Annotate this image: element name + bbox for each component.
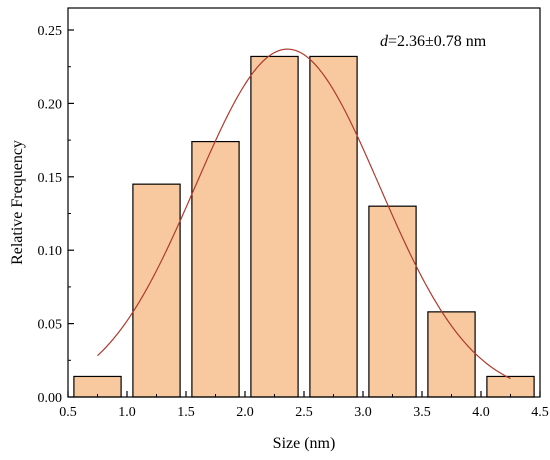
y-tick-label-5: 0.20 [38, 97, 63, 112]
gaussian-fit-curve [97, 48, 511, 380]
x-tick-label-7: 3.5 [413, 405, 431, 420]
histogram-bar-4 [250, 55, 299, 398]
histogram-bar-2 [132, 183, 181, 398]
histogram-bar-5 [309, 55, 358, 398]
y-axis-title: Relative Frequency [9, 140, 26, 265]
y-tick-label-3: 0.10 [38, 244, 63, 259]
histogram-bar-3 [191, 140, 240, 398]
x-tick-label-5: 2.5 [295, 405, 313, 420]
y-tick-label-6: 0.25 [38, 24, 63, 39]
x-tick-label-6: 3.0 [354, 405, 372, 420]
annotation-text: =2.36±0.78 nm [388, 33, 487, 50]
histogram-bar-6 [368, 205, 417, 398]
x-axis-title: Size (nm) [273, 435, 336, 452]
histogram-bar-1 [73, 375, 122, 398]
x-tick-label-1: 0.5 [59, 405, 77, 420]
size-annotation: d=2.36±0.78 nm [380, 33, 487, 50]
x-tick-label-9: 4.5 [531, 405, 549, 420]
y-tick-label-1: 0.00 [38, 391, 63, 406]
y-tick-label-4: 0.15 [38, 171, 63, 186]
histogram-bar-7 [427, 311, 476, 398]
x-tick-label-8: 4.0 [472, 405, 490, 420]
ticks-layer: 0.5 1.0 1.5 2.0 2.5 3.0 3.5 4.0 4.5 0.00 0.05 0.10 0… [38, 24, 549, 420]
y-tick-label-2: 0.05 [38, 318, 63, 333]
bars-layer [73, 55, 535, 398]
x-tick-label-4: 2.0 [236, 405, 254, 420]
histogram-bar-8 [486, 375, 535, 398]
x-tick-label-3: 1.5 [177, 405, 195, 420]
annotation-symbol: d [380, 33, 389, 50]
x-tick-label-2: 1.0 [118, 405, 136, 420]
